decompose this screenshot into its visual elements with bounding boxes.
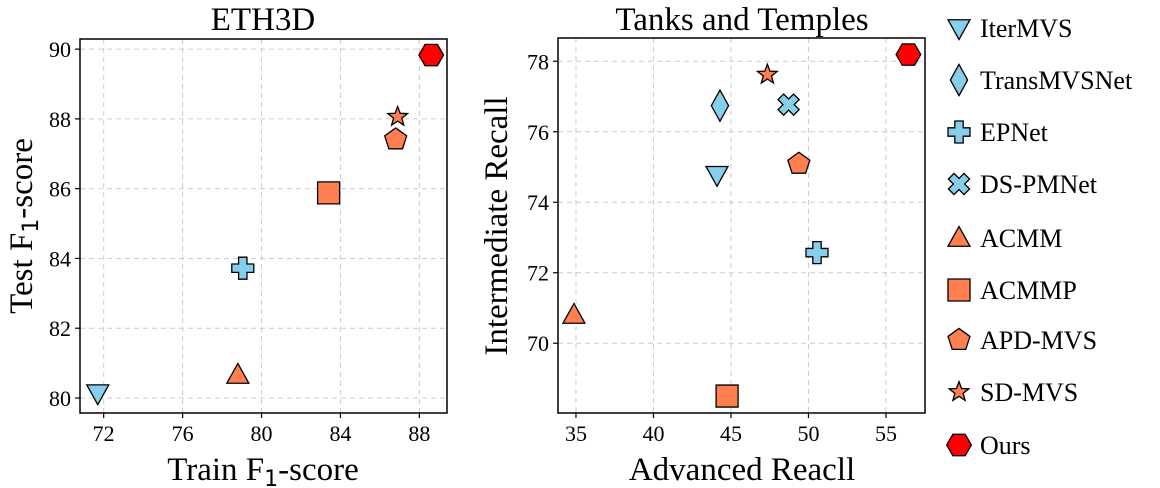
tanks-temples-x-axis-label: Advanced Reacll [629,452,855,488]
eth3d-ticks: 72 76 80 84 88 80 82 84 86 88 90 [49,37,430,446]
eth3d-ylabel-rest: -score [4,138,40,219]
eth3d-y-tick-label: 88 [49,107,71,132]
legend-label: ACMMP [980,276,1077,305]
eth3d-point-epnet: EPNet (79.05, 83.72) [231,256,255,280]
legend-label: Ours [980,431,1031,460]
eth3d-point-apd-mvs: APD-MVS (86.8, 87.41) [383,127,408,150]
eth3d-ylabel-main: Test F [4,233,40,314]
legend-item-apd-mvs: APD-MVS [947,326,1097,355]
eth3d-x-tick-label: 72 [93,421,115,446]
eth3d-y-tick-label: 86 [49,177,71,202]
eth3d-xlabel-main: Train F [167,452,264,488]
tanks-temples-x-tick-label: 40 [642,421,664,446]
tanks-temples-x-tick-label: 35 [565,421,587,446]
legend-label: APD-MVS [980,326,1097,355]
eth3d-ylabel-sub: 1 [19,219,44,233]
x-marker-icon [947,172,971,196]
eth3d-point-itermvs: IterMVS (71.7, 80.14) [85,384,110,406]
eth3d-x-tick-label: 84 [329,421,351,446]
tanks-temples-point-acmm: ACMM (34.87, 70.8) [561,302,587,324]
tanks-temples-title: Tanks and Temples [615,2,868,38]
eth3d-y-tick-label: 82 [49,316,71,341]
legend-item-itermvs: IterMVS [946,14,1072,43]
eth3d-grid [80,39,447,413]
eth3d-point-acmmp: ACMMP (83.4, 85.88) [316,181,341,205]
tanks-temples-point-epnet: EPNet (50.55, 72.57) [805,240,829,265]
tanks-temples-y-tick-label: 78 [527,49,549,74]
eth3d-title: ETH3D [211,2,315,38]
eth3d-points: IterMVS (71.7, 80.14) EPNet (79.05, 83.72… [85,43,445,406]
legend-item-ours: Ours [945,431,1031,460]
eth3d-y-tick-label: 90 [49,37,71,62]
diamond-marker-icon [949,63,969,97]
hexagon-marker-icon [945,433,973,457]
triangle-up-marker-icon [946,225,972,247]
tanks-temples-points: IterMVS (44.1, 74.78) TransMVSNet (44.29,… [561,43,922,408]
tanks-temples-x-tick-label: 50 [797,421,819,446]
eth3d-axes-frame [79,38,448,414]
legend-label: IterMVS [980,14,1072,43]
tanks-temples-x-tick-label: 55 [875,421,897,446]
legend-label: EPNet [980,118,1049,147]
tanks-temples-y-axis-label: Intermediate Recall [479,96,515,355]
legend-item-sd-mvs: SD-MVS [947,378,1078,407]
eth3d-x-tick-label: 80 [251,421,273,446]
legend-item-epnet: EPNet [947,118,1049,147]
tanks-temples-ticks: 35 40 45 50 55 70 72 74 76 78 [527,49,897,446]
eth3d-panel: ETH3D 72 76 80 84 88 80 82 84 86 88 90 IterMVS (71… [4,2,448,488]
tanks-temples-point-ds-pmnet: DS-PMNet (48.72, 76.77) [777,93,801,117]
eth3d-x-axis-label: Train F1-score [167,452,359,488]
tanks-temples-point-itermvs: IterMVS (44.1, 74.78) [704,165,730,188]
tanks-temples-axes-frame [557,37,926,414]
legend-item-transmvsnet: TransMVSNet [949,63,1133,97]
tanks-temples-point-transmvsnet: TransMVSNet (44.29, 76.74) [710,88,730,123]
eth3d-y-axis-label: Test F1-score [4,138,44,314]
legend-item-acmm: ACMM [946,224,1062,253]
tanks-temples-point-apd-mvs: APD-MVS (49.38, 75.09) [787,151,811,174]
tanks-temples-y-tick-label: 74 [527,190,549,215]
eth3d-y-tick-label: 80 [49,386,71,411]
legend-label: DS-PMNet [980,170,1098,199]
legend-item-acmmp: ACMMP [947,276,1077,305]
legend-label: ACMM [980,224,1062,253]
eth3d-x-tick-label: 88 [408,421,430,446]
legend-item-ds-pmnet: DS-PMNet [947,170,1098,199]
eth3d-point-acmm: ACMM (78.8, 80.66) [225,362,250,384]
tanks-temples-y-tick-label: 72 [527,261,549,286]
legend: IterMVS TransMVSNet EPNet DS-PMNet ACMM ACMMP… [945,14,1133,460]
star-marker-icon [947,379,971,402]
tanks-temples-grid [558,38,925,413]
square-marker-icon [947,278,971,302]
legend-label: SD-MVS [980,378,1078,407]
pentagon-marker-icon [947,327,971,350]
eth3d-point-ours: Ours (88.6, 89.83) [418,43,445,67]
eth3d-xlabel-rest: -score [278,452,359,488]
eth3d-x-tick-label: 76 [172,421,194,446]
tanks-temples-point-acmmp: ACMMP (44.75, 68.5) [715,384,739,408]
tanks-temples-y-tick-label: 76 [527,120,549,145]
triangle-down-marker-icon [946,19,972,41]
eth3d-point-sd-mvs: SD-MVS (86.9, 88.06) [386,104,410,127]
tanks-temples-point-sd-mvs: SD-MVS (47.35, 77.62) [755,62,780,85]
tanks-temples-x-tick-label: 45 [720,421,742,446]
eth3d-xlabel-sub: 1 [264,467,278,488]
plus-marker-icon [947,120,971,144]
legend-label: TransMVSNet [980,66,1133,95]
tanks-temples-y-tick-label: 70 [527,331,549,356]
tanks-temples-point-ours: Ours (56.45, 78.19) [895,43,922,66]
eth3d-y-tick-label: 84 [49,246,71,271]
tanks-temples-panel: Tanks and Temples 35 40 45 50 55 70 72 74 76 78 I… [479,2,926,488]
